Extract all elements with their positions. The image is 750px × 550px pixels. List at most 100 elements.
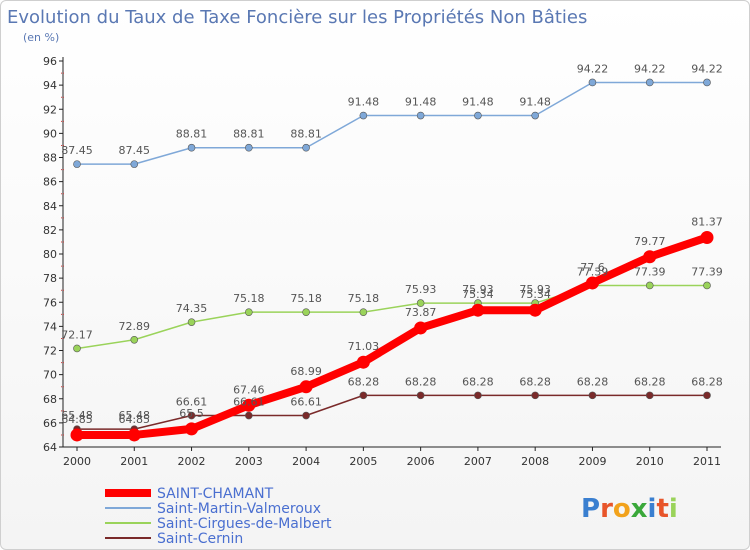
data-point [130, 160, 139, 168]
data-label: 77.6 [580, 261, 605, 274]
data-point [73, 344, 81, 353]
series-lines [73, 81, 711, 439]
series-points [70, 78, 714, 442]
data-point [242, 398, 256, 412]
y-tick-label: 80 [43, 248, 57, 261]
y-tick-label: 74 [43, 320, 57, 333]
data-point [359, 111, 368, 120]
data-label: 68.28 [462, 375, 494, 388]
data-label: 75.93 [462, 283, 494, 296]
data-point [130, 335, 139, 344]
data-point [531, 391, 539, 400]
data-label: 94.22 [634, 62, 666, 75]
x-tick-label: 2002 [178, 455, 206, 468]
y-tick-label: 88 [43, 152, 57, 165]
legend-label-1: Saint-Martin-Valmeroux [157, 501, 321, 517]
data-label: 65.5 [179, 407, 204, 420]
data-label: 88.81 [290, 128, 322, 141]
data-point [187, 318, 196, 326]
data-label: 75.93 [405, 283, 437, 296]
x-tick-label: 2004 [292, 455, 320, 468]
data-label: 66.61 [290, 396, 322, 409]
data-label: 66.61 [233, 396, 265, 409]
data-point [245, 308, 253, 316]
data-label: 68.99 [290, 365, 322, 378]
data-point [588, 78, 597, 87]
y-tick-label: 66 [43, 417, 57, 430]
data-label: 75.18 [348, 292, 380, 305]
data-label: 68.28 [519, 375, 551, 388]
data-point [588, 391, 597, 400]
legend-label-3: Saint-Cernin [157, 531, 243, 547]
x-tick-label: 2007 [464, 455, 492, 468]
y-tick-label: 92 [43, 103, 57, 116]
x-tick-label: 2008 [521, 455, 549, 468]
series-line-2 [76, 284, 708, 350]
data-point [471, 303, 485, 317]
chart-subtitle: (en %) [23, 31, 59, 44]
data-label: 68.28 [577, 375, 609, 388]
logo-letter: r [600, 494, 613, 524]
logo-letter: i [648, 494, 657, 524]
data-label: 75.18 [290, 292, 322, 305]
x-tick-label: 2011 [693, 455, 721, 468]
series-line-1 [76, 81, 708, 165]
y-tick-label: 64 [43, 441, 57, 454]
x-tick-label: 2000 [63, 455, 91, 468]
data-label: 68.28 [691, 375, 723, 388]
legend-label-0: SAINT-CHAMANT [157, 486, 274, 502]
data-point [643, 250, 657, 264]
data-point [416, 391, 425, 400]
data-label: 75.18 [233, 292, 265, 305]
x-tick-label: 2009 [578, 455, 606, 468]
x-tick-label: 2003 [235, 455, 263, 468]
x-tick-label: 2010 [636, 455, 664, 468]
data-label: 75.93 [519, 283, 551, 296]
data-label: 72.17 [61, 328, 93, 341]
proxiti-logo: Proxiti [581, 494, 678, 524]
data-point [299, 380, 313, 394]
data-point [302, 143, 310, 152]
data-point [245, 411, 253, 420]
data-label: 91.48 [519, 96, 551, 109]
data-point [359, 308, 368, 316]
data-label: 67.46 [233, 383, 265, 396]
data-point [73, 160, 81, 168]
data-point [645, 391, 654, 400]
series-line-0 [73, 233, 711, 439]
logo-letter: i [669, 494, 678, 524]
data-label: 94.22 [577, 62, 609, 75]
y-tick-label: 84 [43, 200, 57, 213]
x-tick-label: 2001 [120, 455, 148, 468]
data-point [416, 111, 425, 120]
data-label: 66.61 [176, 396, 208, 409]
data-point [185, 422, 199, 436]
data-label: 65.48 [119, 409, 151, 422]
data-label: 68.28 [634, 375, 666, 388]
x-tick-label: 2006 [407, 455, 435, 468]
data-point [414, 321, 428, 335]
data-label: 94.22 [691, 62, 723, 75]
data-label: 91.48 [462, 96, 494, 109]
y-tick-label: 82 [43, 224, 57, 237]
x-tick-label: 2005 [349, 455, 377, 468]
data-point [416, 299, 425, 307]
data-label: 88.81 [176, 128, 208, 141]
data-label: 77.39 [577, 265, 609, 278]
data-labels: 87.45 87.45 88.81 88.81 88.81 91.48 91.48 91.48… [61, 62, 723, 425]
data-point [528, 303, 542, 317]
data-point [531, 111, 539, 120]
data-point [359, 391, 368, 400]
data-label: 68.28 [348, 375, 380, 388]
y-tick-label: 86 [43, 176, 57, 189]
data-label: 91.48 [405, 96, 437, 109]
logo-letter: x [631, 494, 648, 524]
data-point [70, 428, 84, 442]
data-point [356, 355, 370, 369]
axes: 64 66 68 70 72 74 76 78 80 82 84 86 88 90 92 94 96 2000 20… [43, 55, 721, 468]
data-point [127, 428, 141, 442]
data-point [302, 411, 310, 420]
data-label: 75.34 [462, 288, 494, 301]
